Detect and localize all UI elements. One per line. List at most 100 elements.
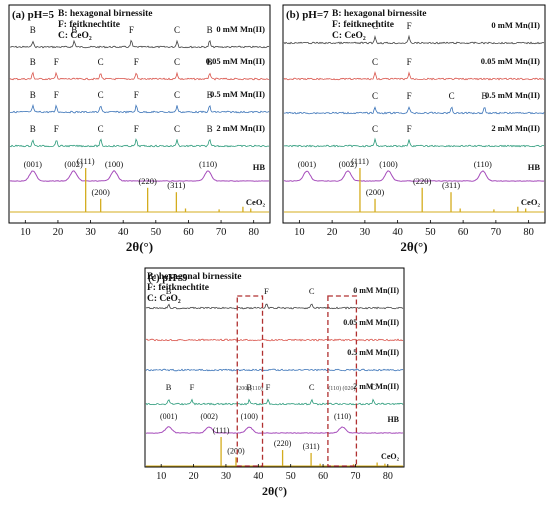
series-label: 0.5 mM Mn(II) (485, 90, 540, 100)
peak-marker: B (207, 124, 213, 134)
legend-line: F: feitknechtite (58, 20, 120, 30)
series-label: 0.5 mM Mn(II) (347, 348, 399, 357)
peak-marker: C (449, 91, 455, 101)
hb-peak-label: (002) (200, 412, 218, 421)
x-tick-label: 80 (523, 227, 534, 238)
series-line (283, 71, 545, 81)
x-tick-label: 40 (118, 227, 129, 238)
series-line (145, 368, 404, 372)
peak-marker: C (372, 91, 378, 101)
legend-line: B: hexagonal birnessite (58, 9, 152, 19)
peak-marker: B (30, 25, 36, 35)
peak-marker: C (309, 382, 315, 392)
series-line (145, 398, 404, 406)
plot-frame (8, 4, 271, 224)
legend-line: C: CeO₂ (58, 31, 92, 41)
series-line (9, 103, 270, 114)
x-tick-label: 20 (327, 227, 338, 238)
legend-line: F: feitknechtite (332, 20, 394, 30)
ceo2-label: CeO₂ (246, 197, 266, 207)
peak-marker: B (30, 90, 36, 100)
peak-marker: B (30, 124, 36, 134)
x-tick-label: 80 (383, 471, 393, 482)
x-tick-label: 60 (458, 227, 469, 238)
highlight-annotation: (020) (342, 385, 355, 392)
x-tick-label: 50 (286, 471, 296, 482)
peak-marker: C (372, 124, 378, 134)
plot-frame (282, 4, 546, 224)
highlight-box (236, 295, 264, 467)
highlight-box (327, 295, 358, 467)
ceo2-peak-label: (220) (413, 176, 432, 186)
peak-marker: F (407, 91, 412, 101)
plot-frame (144, 267, 405, 468)
ceo2-peak-label: (311) (167, 180, 185, 190)
panel-label: (c) pH=9 (148, 273, 188, 284)
peak-marker: F (54, 90, 59, 100)
hb-reference-line (283, 170, 545, 182)
peak-marker: C (98, 90, 104, 100)
series-line (283, 137, 545, 148)
x-tick-label: 30 (221, 471, 231, 482)
hb-label: HB (253, 162, 266, 172)
ceo2-peak-label: (200) (366, 187, 385, 197)
x-tick-label: 10 (294, 227, 305, 238)
peak-marker: C (98, 57, 104, 67)
hb-peak-label: (110) (199, 159, 217, 169)
peak-marker: F (264, 286, 269, 296)
peak-marker: C (372, 57, 378, 67)
series-label: 0 mM Mn(II) (216, 24, 265, 34)
x-tick-label: 80 (248, 227, 259, 238)
hb-peak-label: (002) (64, 159, 83, 169)
peak-marker: B (207, 90, 213, 100)
peak-marker: C (174, 90, 180, 100)
x-tick-label: 10 (156, 471, 166, 482)
x-tick-label: 40 (392, 227, 403, 238)
hb-peak-label: (100) (105, 159, 124, 169)
peak-marker: F (190, 382, 195, 392)
ceo2-peak-label: (111) (77, 156, 95, 166)
x-axis-label: 2θ(°) (262, 484, 287, 498)
hb-label: HB (528, 162, 541, 172)
x-tick-label: 60 (183, 227, 194, 238)
x-tick-label: 20 (189, 471, 199, 482)
peak-marker: B (30, 57, 36, 67)
peak-marker: C (309, 286, 315, 296)
x-tick-label: 30 (85, 227, 96, 238)
hb-peak-label: (001) (160, 412, 178, 421)
peak-marker: B (71, 25, 77, 35)
x-axis-label: 2θ(°) (400, 239, 427, 254)
peak-marker: C (98, 124, 104, 134)
legend-line: C: CeO₂ (332, 31, 366, 41)
peak-marker: F (407, 124, 412, 134)
peak-marker: C (370, 382, 376, 392)
series-line (145, 338, 404, 342)
ceo2-label: CeO₂ (521, 197, 541, 207)
x-axis-label: 2θ(°) (126, 239, 153, 254)
series-label: 0.05 mM Mn(II) (206, 56, 265, 66)
ceo2-peak-label: (311) (442, 180, 460, 190)
ceo2-label: CeO₂ (381, 452, 400, 461)
panel-label: (b) pH=7 (286, 9, 329, 21)
ceo2-peak-label: (220) (138, 176, 157, 186)
hb-peak-label: (002) (339, 159, 358, 169)
highlight-annotation: (110) (328, 385, 341, 392)
x-tick-label: 30 (360, 227, 371, 238)
peak-marker: F (266, 382, 271, 392)
legend-line: F: feitknechtite (147, 283, 209, 293)
peak-marker: C (174, 57, 180, 67)
x-tick-label: 10 (20, 227, 31, 238)
peak-marker: F (134, 57, 139, 67)
hb-peak-label: (110) (334, 412, 351, 421)
series-line (145, 303, 404, 310)
peak-marker: C (372, 21, 378, 31)
peak-marker: F (54, 57, 59, 67)
peak-marker: F (54, 124, 59, 134)
series-label: 2 mM Mn(II) (216, 123, 265, 133)
series-line (9, 71, 270, 81)
peak-marker: F (407, 57, 412, 67)
peak-marker: B (481, 91, 487, 101)
ceo2-peak-label: (311) (303, 442, 320, 451)
peak-marker: B (207, 25, 213, 35)
